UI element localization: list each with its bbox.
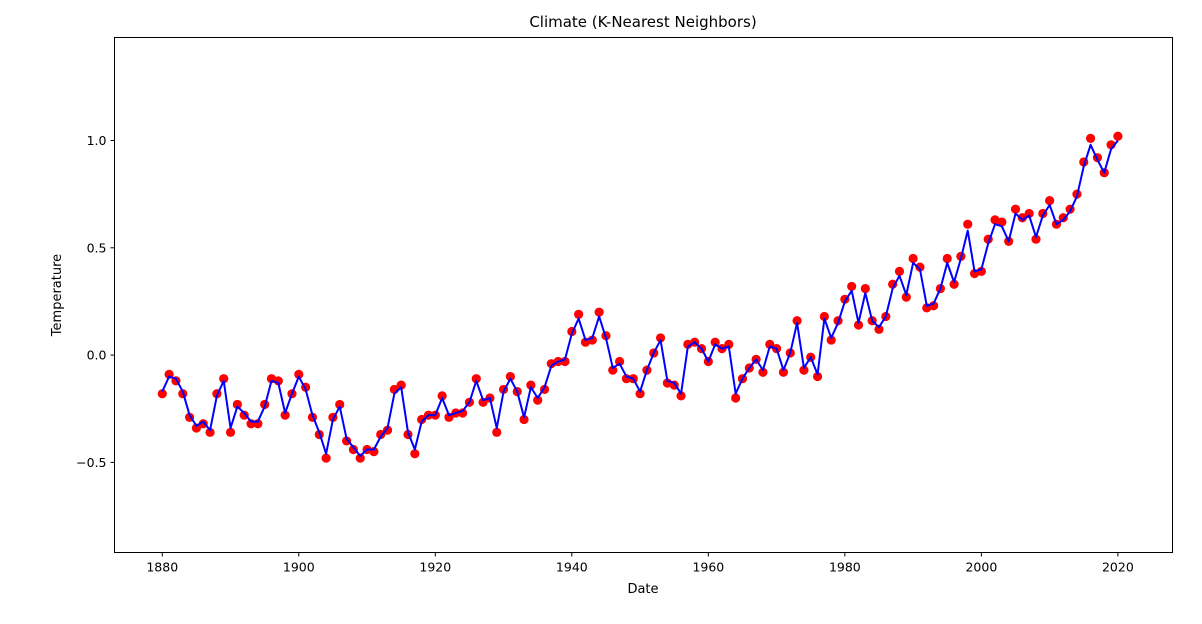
scatter-point: [280, 410, 290, 420]
axes-frame: [114, 37, 1173, 553]
scatter-point: [826, 335, 836, 345]
scatter-point: [847, 281, 857, 292]
scatter-point: [908, 253, 918, 264]
x-tick-label: 2020: [1102, 560, 1134, 575]
scatter-point: [335, 399, 345, 410]
scatter-point: [232, 399, 242, 410]
scatter-point: [894, 266, 905, 276]
y-axis: −0.5 0.0 0.5 1.0: [76, 133, 115, 470]
x-tick-label: 1920: [419, 560, 451, 575]
scatter-point: [594, 307, 604, 317]
scatter-point: [888, 279, 898, 289]
scatter-point: [792, 316, 802, 326]
x-axis-label: Date: [627, 582, 658, 597]
scatter-point: [819, 311, 829, 322]
scatter-point: [901, 292, 911, 302]
x-tick-label: 1980: [829, 560, 861, 575]
scatter-point: [321, 453, 331, 463]
scatter-point: [1031, 234, 1041, 244]
scatter-point: [758, 367, 768, 377]
scatter-point: [812, 371, 823, 382]
scatter-point: [533, 395, 543, 405]
scatter-point: [874, 324, 884, 334]
scatter-point: [437, 391, 447, 401]
x-tick-label: 2000: [965, 560, 997, 575]
scatter-point: [949, 279, 959, 289]
scatter-point: [526, 380, 536, 390]
scatter-point: [225, 427, 236, 437]
scatter-point: [963, 219, 973, 229]
scatter-point: [655, 333, 666, 343]
scatter-point: [519, 414, 529, 425]
scatter-point: [219, 374, 229, 384]
scatter-point: [1085, 133, 1096, 143]
scatter-point: [1024, 208, 1034, 219]
scatter-point: [997, 217, 1007, 227]
scatter-point: [635, 389, 645, 399]
x-tick-label: 1880: [146, 560, 178, 575]
scatter-point: [1017, 213, 1027, 223]
scatter-point: [157, 389, 167, 399]
scatter-point: [191, 423, 202, 433]
scatter-point: [1045, 195, 1055, 206]
scatter-point: [410, 449, 420, 459]
scatter-point: [710, 337, 720, 347]
scatter-point: [853, 320, 864, 330]
scatter-point: [731, 393, 741, 403]
x-tick-label: 1900: [283, 560, 315, 575]
y-tick-label: 1.0: [87, 133, 107, 148]
scatter-point: [574, 309, 584, 319]
plot-area: [157, 131, 1123, 463]
x-axis: 1880 1900 1920 1940 1960 1980 2000 2020: [146, 552, 1134, 575]
scatter-point: [355, 453, 365, 463]
scatter-point: [676, 391, 686, 401]
scatter-point: [615, 356, 625, 367]
scatter-point: [799, 365, 809, 375]
x-tick-label: 1960: [692, 560, 724, 575]
scatter-point: [396, 380, 406, 390]
prediction-line: [161, 139, 1119, 457]
scatter-point: [1010, 204, 1021, 214]
chart-title: Climate (K-Nearest Neighbors): [529, 13, 756, 31]
y-tick-label: −0.5: [76, 455, 106, 470]
y-tick-label: 0.5: [87, 240, 107, 255]
scatter-point: [608, 365, 618, 375]
scatter-point: [417, 414, 427, 425]
scatter-point: [915, 262, 925, 272]
scatter-point: [205, 427, 215, 437]
scatter-point: [1113, 131, 1123, 141]
scatter-point: [778, 367, 789, 377]
scatter-point: [294, 369, 304, 379]
scatter-point: [942, 253, 952, 264]
scatter-point: [471, 374, 481, 384]
x-tick-label: 1940: [556, 560, 588, 575]
scatter-point: [492, 427, 502, 437]
y-axis-label: Temperature: [50, 254, 65, 337]
scatter-point: [505, 371, 515, 382]
scatter-point: [860, 283, 870, 294]
y-tick-label: 0.0: [87, 348, 107, 363]
